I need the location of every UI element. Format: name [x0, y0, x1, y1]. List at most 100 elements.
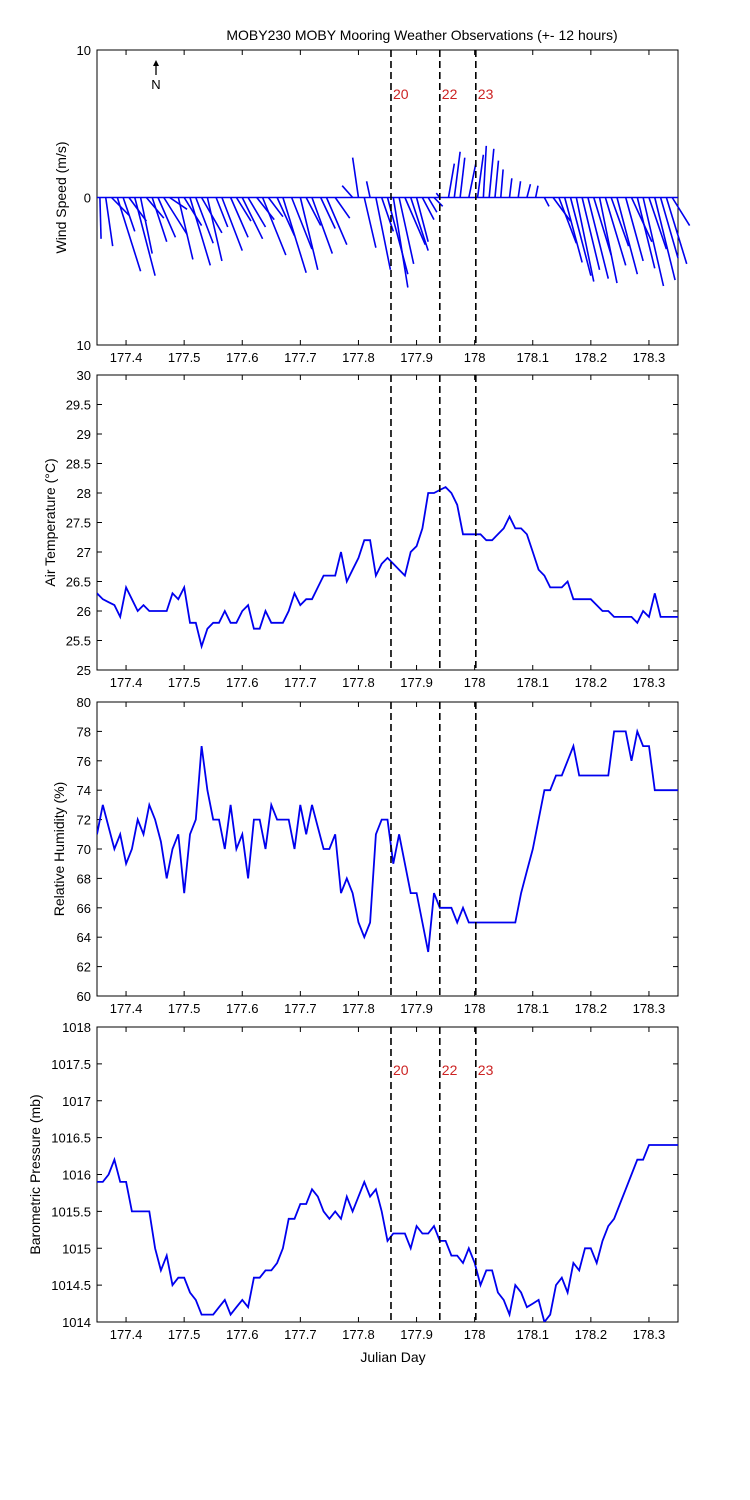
wind-wind-vector: [177, 197, 194, 260]
wind-wind-vector: [215, 197, 229, 228]
wind-wind-vector: [459, 157, 466, 198]
air-temp-x-tick-label: 178.2: [575, 675, 608, 690]
humidity-series-line: [97, 728, 678, 953]
wind-wind-vector: [189, 197, 212, 266]
wind-wind-vector: [319, 197, 336, 229]
humidity-y-tick-label: 64: [77, 930, 91, 945]
wind-event-marker-label: 20: [393, 86, 409, 102]
air-temp-y-tick-label: 25: [77, 663, 91, 678]
air-temp-x-tick-label: 177.4: [110, 675, 143, 690]
wind-wind-vector: [636, 197, 656, 269]
wind-wind-vector: [642, 197, 665, 287]
air-temp-x-tick-label: 178.1: [516, 675, 549, 690]
figure-title: MOBY230 MOBY Mooring Weather Observation…: [226, 27, 617, 43]
wind-wind-vector: [398, 197, 415, 265]
wind-event-marker-label: 23: [478, 86, 494, 102]
humidity-x-tick-label: 177.4: [110, 1001, 143, 1016]
wind-wind-vector: [305, 197, 322, 226]
wind-wind-vector: [592, 197, 612, 256]
wind-wind-vector: [299, 197, 319, 270]
wind-wind-vector: [499, 169, 504, 198]
humidity-x-tick-label: 178.3: [633, 1001, 666, 1016]
air-temp-y-tick-label: 25.5: [66, 634, 91, 649]
pressure-x-tick-label: 177.9: [400, 1327, 433, 1342]
air-temp-x-tick-label: 178.3: [633, 675, 666, 690]
wind-wind-vector: [151, 197, 168, 242]
humidity-x-tick-label: 177.6: [226, 1001, 259, 1016]
wind-wind-vector: [534, 185, 539, 198]
wind-wind-vector: [235, 197, 252, 222]
wind-wind-vector: [404, 197, 426, 246]
humidity-y-tick-label: 76: [77, 754, 91, 769]
panel-air-temperature: 177.4 177.5 177.6 177.7 177.8 177.9 178 178.1 17…: [42, 368, 679, 690]
air-temp-y-tick-label: 27.5: [66, 516, 91, 531]
wind-wind-vector: [453, 151, 461, 198]
wind-wind-vector: [447, 163, 456, 198]
panel-relative-humidity: 177.4 177.5 177.6 177.7 177.8 177.9 178 178.1 17…: [51, 695, 679, 1016]
wind-wind-vector: [671, 197, 691, 226]
wind-x-tick-label: 177.6: [226, 350, 259, 365]
air-temp-x-tick-label: 177.8: [342, 675, 375, 690]
wind-wind-vector: [653, 197, 676, 281]
wind-wind-vector: [380, 197, 395, 232]
pressure-y-tick-label: 1016.5: [51, 1131, 91, 1146]
wind-wind-vector: [476, 154, 485, 198]
wind-wind-vector: [267, 197, 284, 218]
humidity-y-tick-label: 80: [77, 695, 91, 710]
wind-wind-vector: [133, 197, 156, 276]
wind-wind-vector: [163, 197, 188, 235]
wind-wind-vector: [363, 197, 377, 248]
humidity-y-tick-label: 62: [77, 960, 91, 975]
wind-wind-vector: [221, 197, 243, 251]
pressure-x-tick-label: 178.2: [575, 1327, 608, 1342]
air-temp-y-tick-label: 26.5: [66, 575, 91, 590]
wind-wind-vector: [488, 148, 495, 198]
wind-wind-vector: [375, 197, 392, 270]
air-temp-y-tick-label: 29: [77, 427, 91, 442]
north-label: N: [151, 77, 160, 92]
pressure-x-tick-label: 177.8: [342, 1327, 375, 1342]
humidity-x-tick-label: 177.5: [168, 1001, 201, 1016]
pressure-x-tick-label: 177.5: [168, 1327, 201, 1342]
wind-x-tick-label: 178: [464, 350, 486, 365]
humidity-y-tick-label: 74: [77, 783, 91, 798]
pressure-event-marker-label: 23: [478, 1062, 494, 1078]
wind-x-tick-label: 178.2: [575, 350, 608, 365]
wind-x-tick-label: 178.3: [633, 350, 666, 365]
wind-y-tick-label: 0: [84, 191, 91, 206]
wind-wind-vector: [365, 181, 371, 198]
wind-y-tick-label: 10: [77, 338, 91, 353]
wind-wind-vector: [325, 197, 348, 246]
wind-wind-vector: [604, 197, 627, 266]
humidity-y-axis-title: Relative Humidity (%): [51, 782, 67, 917]
air-temp-y-tick-label: 30: [77, 368, 91, 383]
wind-x-tick-label: 177.5: [168, 350, 201, 365]
wind-wind-vector: [552, 197, 572, 222]
wind-wind-vector: [290, 197, 313, 250]
wind-wind-vector: [122, 197, 136, 232]
wind-wind-vector: [351, 157, 360, 198]
wind-wind-vector: [104, 197, 114, 247]
wind-wind-vector: [665, 197, 688, 265]
pressure-event-marker-label: 20: [393, 1062, 409, 1078]
air-temp-y-tick-label: 28.5: [66, 457, 91, 472]
humidity-x-tick-label: 177.7: [284, 1001, 317, 1016]
wind-wind-vector: [433, 196, 444, 207]
wind-wind-vector: [241, 197, 264, 240]
wind-wind-vector: [421, 197, 435, 220]
wind-wind-vector: [569, 197, 592, 276]
wind-x-tick-label: 177.8: [342, 350, 375, 365]
wind-wind-vector: [526, 184, 532, 198]
wind-y-tick-label: 10: [77, 43, 91, 58]
wind-wind-vector: [169, 196, 188, 210]
wind-wind-vector: [247, 197, 267, 228]
wind-wind-vector: [558, 197, 578, 244]
wind-wind-vector: [183, 197, 203, 226]
pressure-x-tick-label: 178.1: [516, 1327, 549, 1342]
wind-wind-vector: [195, 197, 214, 244]
wind-wind-vector: [116, 197, 142, 272]
wind-x-tick-label: 177.4: [110, 350, 143, 365]
wind-wind-vector: [427, 197, 438, 213]
